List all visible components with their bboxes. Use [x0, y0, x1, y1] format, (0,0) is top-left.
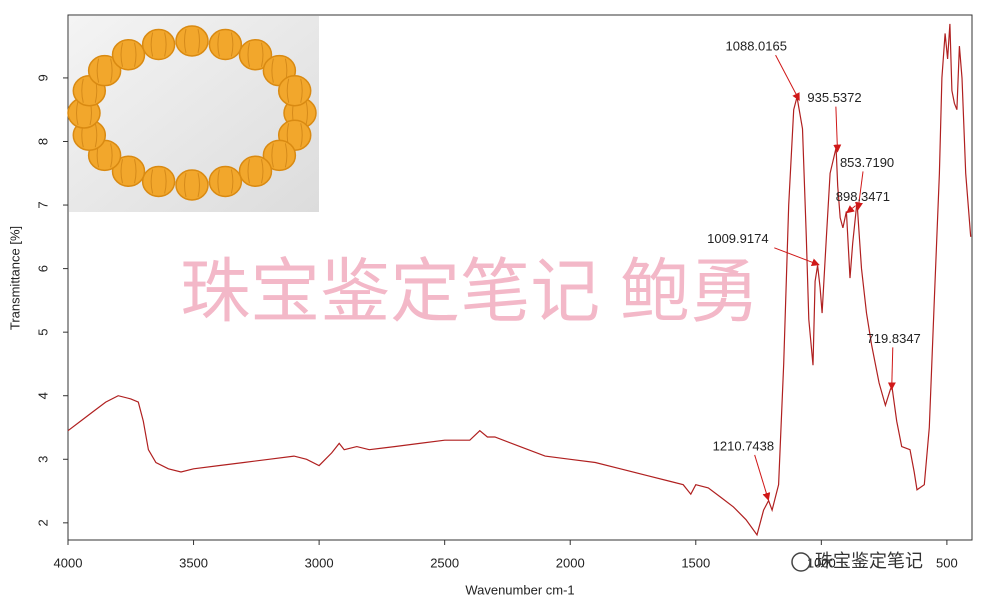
- annotation-arrow: [833, 106, 842, 153]
- annotation-label: 898.3471: [836, 189, 890, 204]
- bead: [238, 39, 273, 71]
- annotation-arrow: [774, 247, 820, 267]
- annotation-arrow: [855, 171, 864, 211]
- bead: [175, 25, 209, 57]
- spectrum-line: [67, 23, 972, 537]
- bead-groove: [184, 28, 200, 54]
- annotation-label: 719.8347: [867, 331, 921, 346]
- bead-groove: [150, 32, 167, 57]
- bead-groove: [247, 159, 264, 184]
- y-tick-label: 4: [35, 392, 50, 399]
- bead-groove: [247, 42, 264, 67]
- y-tick-label: 8: [35, 138, 50, 145]
- bead: [208, 28, 243, 61]
- bead: [87, 54, 122, 87]
- bead-groove: [120, 159, 137, 184]
- x-tick-label: 1000: [807, 555, 836, 570]
- bead: [238, 155, 273, 187]
- bead: [141, 165, 176, 198]
- annotation-label: 1210.7438: [713, 438, 774, 453]
- bead: [208, 165, 243, 198]
- bead-groove: [96, 58, 113, 83]
- y-axis-label: Transmittance [%]: [7, 226, 22, 330]
- bead: [175, 169, 209, 201]
- bead-groove: [271, 143, 288, 168]
- x-tick-label: 500: [936, 555, 958, 570]
- watermark: 珠宝鉴定笔记 鲍勇: [180, 252, 759, 330]
- bead-groove: [286, 78, 303, 103]
- x-tick-label: 2000: [556, 555, 585, 570]
- y-tick-label: 6: [35, 265, 50, 272]
- annotation-arrow: [846, 205, 856, 214]
- annotation-arrow: [775, 54, 800, 102]
- x-tick-label: 4000: [54, 555, 83, 570]
- x-tick-label: 3500: [179, 555, 208, 570]
- annotation-label: 1009.9174: [707, 231, 768, 246]
- y-tick-label: 7: [35, 201, 50, 208]
- bead: [111, 155, 146, 187]
- x-tick-label: 1500: [681, 555, 710, 570]
- x-tick-label: 3000: [305, 555, 334, 570]
- annotation-label: 853.7190: [840, 155, 894, 170]
- y-tick-label: 3: [35, 456, 50, 463]
- x-tick-label: 2500: [430, 555, 459, 570]
- bead-groove: [184, 172, 200, 198]
- bead-groove: [150, 169, 167, 194]
- bead: [141, 28, 176, 61]
- y-tick-label: 2: [35, 519, 50, 526]
- bead: [262, 139, 297, 172]
- annotation-label: 1088.0165: [726, 39, 787, 54]
- annotation-arrow: [887, 347, 896, 391]
- y-tick-label: 5: [35, 329, 50, 336]
- bead-groove: [120, 42, 137, 67]
- logo-icon: [791, 552, 811, 572]
- inset-photo: [67, 16, 319, 212]
- bead: [277, 75, 312, 107]
- logo-text: 珠宝鉴定笔记: [815, 551, 923, 571]
- bead-groove: [217, 169, 234, 194]
- x-axis-label: Wavenumber cm-1: [465, 582, 574, 597]
- bead: [111, 39, 146, 71]
- bead-groove: [217, 32, 234, 57]
- y-tick-label: 9: [35, 74, 50, 81]
- annotation-arrow: [754, 454, 771, 501]
- annotation-label: 935.5372: [807, 90, 861, 105]
